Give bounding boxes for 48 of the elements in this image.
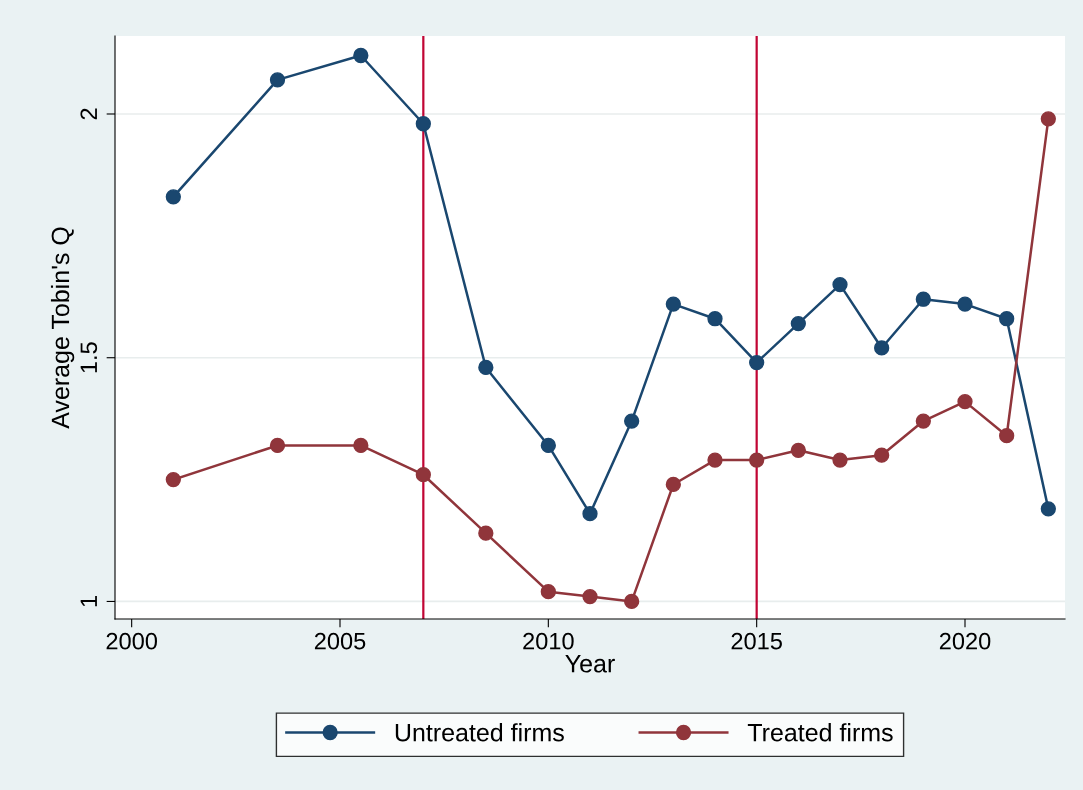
point xyxy=(790,442,806,458)
y-tick-label: 1 xyxy=(80,596,97,607)
x-tick-label: 2015 xyxy=(731,632,782,650)
point xyxy=(540,584,556,600)
point xyxy=(665,476,681,493)
point xyxy=(999,311,1015,327)
point xyxy=(707,452,723,468)
point xyxy=(353,437,369,454)
point xyxy=(624,413,640,429)
x-tick-label: 2000 xyxy=(106,632,158,650)
point xyxy=(1040,111,1056,127)
point xyxy=(540,437,556,454)
point xyxy=(415,467,431,483)
y-tick-label: 1.5 xyxy=(80,342,98,373)
point xyxy=(915,291,931,307)
point xyxy=(165,189,181,205)
x-tick-label: 2020 xyxy=(939,632,991,650)
y-tick-label: 2 xyxy=(80,108,97,120)
point xyxy=(624,593,640,610)
point xyxy=(353,47,369,64)
point xyxy=(957,393,973,410)
point xyxy=(999,428,1015,444)
point xyxy=(269,437,286,454)
legend-label: Treated firms xyxy=(747,723,893,742)
x-axis-title: Year xyxy=(565,655,615,673)
point xyxy=(957,296,973,312)
point xyxy=(478,525,494,541)
y-axis-title: Average Tobin's Q xyxy=(50,227,75,429)
point xyxy=(749,354,765,371)
point xyxy=(582,506,598,522)
point xyxy=(665,296,681,312)
point xyxy=(165,471,181,488)
point xyxy=(478,359,494,376)
point xyxy=(582,588,598,605)
point xyxy=(915,413,931,429)
point xyxy=(832,452,848,468)
point xyxy=(832,276,848,293)
x-tick-label: 2005 xyxy=(314,632,366,650)
point xyxy=(1040,501,1056,517)
x-tick-label: 2010 xyxy=(523,632,574,650)
point xyxy=(269,72,286,88)
point xyxy=(874,447,890,463)
legend-label: Untreated firms xyxy=(395,723,564,742)
point xyxy=(874,340,890,356)
point xyxy=(707,311,723,327)
point xyxy=(749,452,765,468)
point xyxy=(415,116,431,132)
point xyxy=(790,315,806,332)
